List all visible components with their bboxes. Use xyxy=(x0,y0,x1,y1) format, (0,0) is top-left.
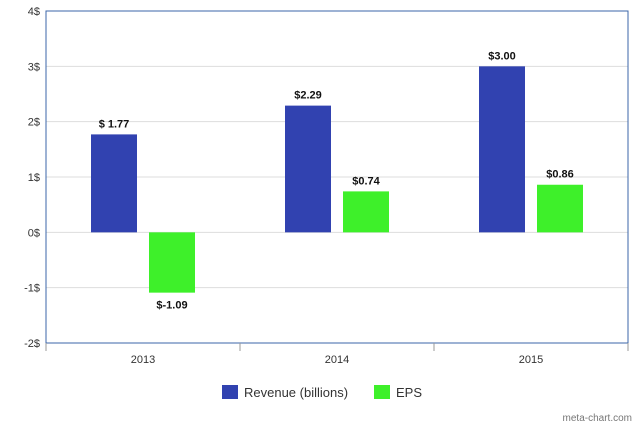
y-tick-label: 1$ xyxy=(28,172,40,184)
bars xyxy=(91,66,583,293)
legend: Revenue (billions) EPS xyxy=(222,385,422,400)
y-tick-label: 3$ xyxy=(28,61,40,73)
data-label: $3.00 xyxy=(488,50,516,62)
bar-eps-2015 xyxy=(537,184,583,233)
legend-swatch xyxy=(222,385,238,399)
x-axis: 2013 2014 2015 xyxy=(45,343,629,366)
legend-label: EPS xyxy=(396,385,422,400)
y-tick-label: 4$ xyxy=(28,6,40,18)
legend-label: Revenue (billions) xyxy=(244,385,348,400)
y-tick-label: 2$ xyxy=(28,117,40,129)
data-label: $0.74 xyxy=(352,175,380,187)
x-tick-label: 2015 xyxy=(519,354,543,366)
bar-revenue-2015 xyxy=(479,66,525,233)
data-label: $0.86 xyxy=(546,169,574,181)
bar-revenue-2014 xyxy=(285,105,331,233)
data-label: $ 1.77 xyxy=(99,118,130,130)
y-tick-label: -1$ xyxy=(24,283,40,295)
bar-revenue-2013 xyxy=(91,134,137,233)
data-labels: $ 1.77 $-1.09 $2.29 $0.74 $3.00 $0.86 xyxy=(99,50,574,311)
data-label: $-1.09 xyxy=(156,300,187,312)
bar-eps-2014 xyxy=(343,191,389,233)
y-axis-ticks: 4$ 3$ 2$ 1$ 0$ -1$ -2$ xyxy=(24,6,40,350)
credit-text: meta-chart.com xyxy=(563,413,632,424)
y-tick-label: -2$ xyxy=(24,338,40,350)
data-label: $2.29 xyxy=(294,90,322,102)
legend-swatch xyxy=(374,385,390,399)
x-tick-label: 2013 xyxy=(131,354,155,366)
plot-area-border xyxy=(45,10,629,344)
y-tick-label: 0$ xyxy=(28,227,40,239)
x-tick-label: 2014 xyxy=(325,354,349,366)
bar-eps-2013 xyxy=(149,232,195,293)
